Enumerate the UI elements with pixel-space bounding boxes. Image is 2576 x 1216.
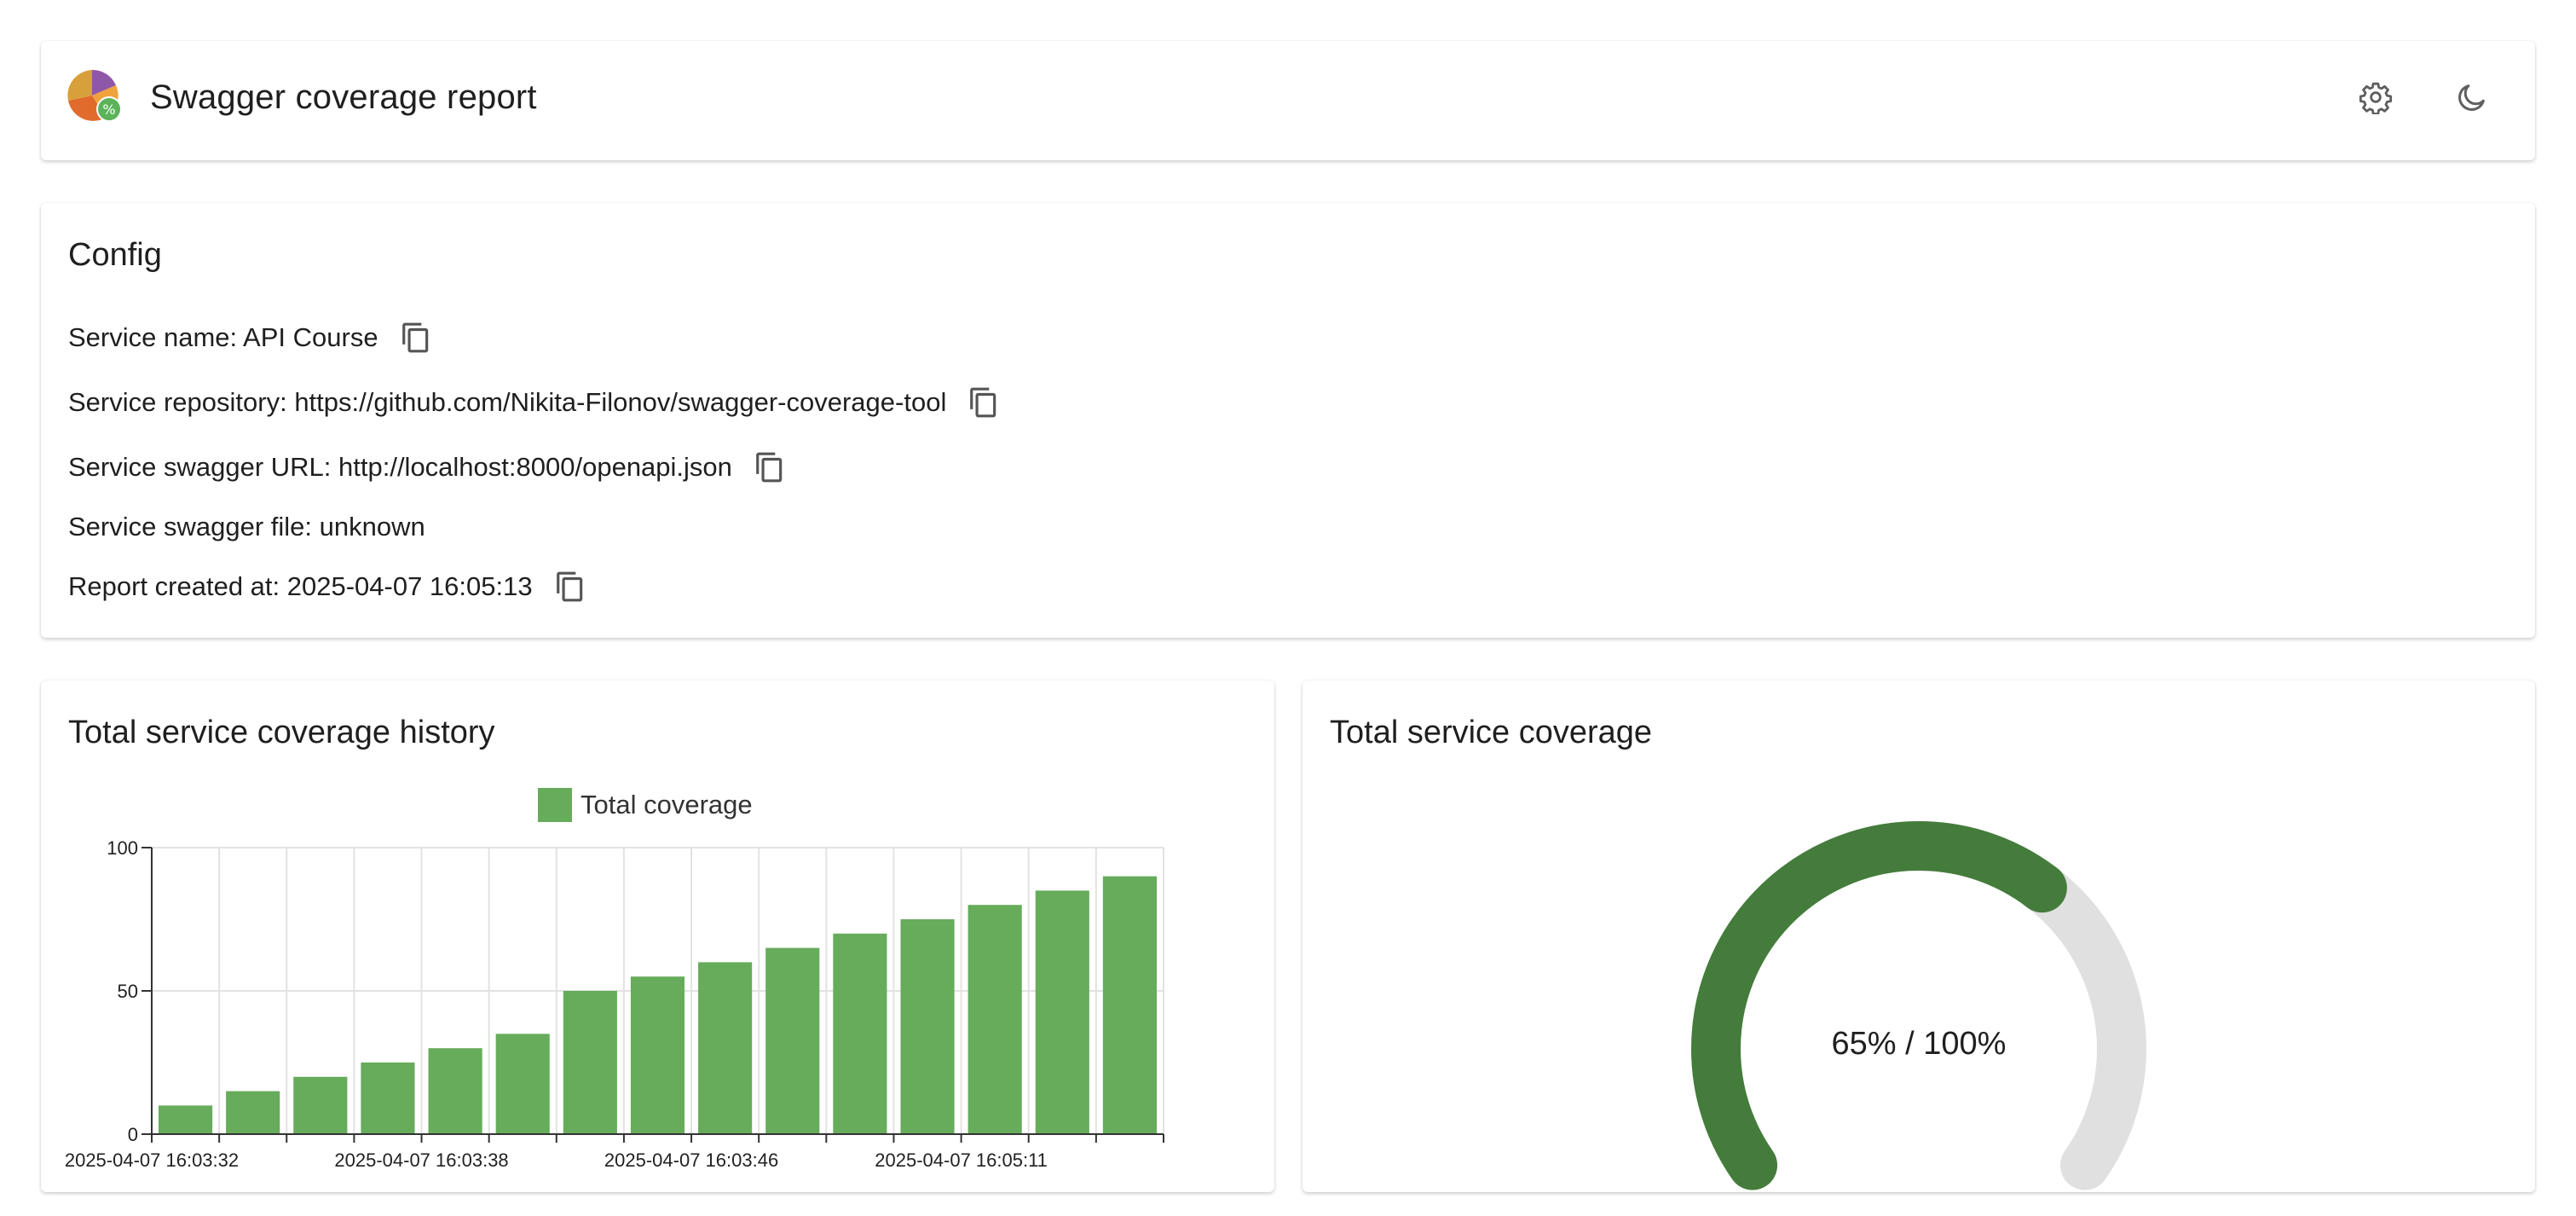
theme-toggle-button[interactable] xyxy=(2448,73,2496,121)
bar xyxy=(563,991,617,1134)
config-row-label: Report created at: 2025-04-07 16:05:13 xyxy=(68,571,533,601)
copy-button[interactable] xyxy=(553,568,587,605)
bar xyxy=(900,919,955,1134)
copy-button[interactable] xyxy=(753,449,787,486)
y-tick-label: 100 xyxy=(107,837,138,859)
bar xyxy=(833,933,887,1134)
bar xyxy=(226,1091,280,1134)
bar xyxy=(361,1063,415,1134)
x-tick-label: 2025-04-07 16:03:38 xyxy=(334,1149,508,1171)
app-logo-icon: % xyxy=(67,69,122,122)
config-row-swagger-file: Service swagger file: unknown xyxy=(68,507,425,547)
x-tick-label: 2025-04-07 16:03:46 xyxy=(604,1149,778,1171)
settings-button[interactable] xyxy=(2352,73,2400,121)
config-row-swagger-url: Service swagger URL: http://localhost:80… xyxy=(68,447,787,488)
config-title: Config xyxy=(68,237,162,273)
config-row-service-repository: Service repository: https://github.com/N… xyxy=(68,382,1001,423)
bar xyxy=(1035,890,1089,1134)
header-bar: % Swagger coverage report xyxy=(41,41,2535,160)
coverage-history-title: Total service coverage history xyxy=(68,715,495,750)
config-row-label: Service swagger URL: http://localhost:80… xyxy=(68,452,732,482)
gear-icon xyxy=(2359,82,2393,114)
config-card: Config Service name: API Course Service … xyxy=(41,203,2535,638)
bar xyxy=(698,962,753,1134)
copy-icon xyxy=(556,571,582,602)
legend-swatch xyxy=(538,788,572,822)
y-tick-label: 0 xyxy=(128,1124,138,1145)
x-tick-label: 2025-04-07 16:03:32 xyxy=(65,1149,239,1171)
legend-label: Total coverage xyxy=(580,790,753,819)
config-row-label: Service name: API Course xyxy=(68,322,378,352)
total-coverage-card: Total service coverage 65% / 100% xyxy=(1302,680,2535,1192)
config-row-label: Service swagger file: unknown xyxy=(68,512,425,541)
config-row-label: Service repository: https://github.com/N… xyxy=(68,387,947,417)
bar xyxy=(159,1105,213,1134)
config-row-report-created: Report created at: 2025-04-07 16:05:13 xyxy=(68,566,587,607)
copy-button[interactable] xyxy=(967,384,1001,421)
coverage-history-card: Total coverage 0 50 100 2025-04-07 16:03:32 2… xyxy=(41,680,1274,1192)
moon-icon xyxy=(2458,84,2485,111)
coverage-history-chart: Total coverage 0 50 100 2025-04-07 16:03:32 2… xyxy=(65,788,1164,1171)
gauge-value-arc xyxy=(1691,821,2067,1190)
bar xyxy=(1102,876,1157,1134)
copy-icon xyxy=(970,387,996,418)
chart-legend: Total coverage xyxy=(538,788,753,822)
bar xyxy=(495,1034,550,1134)
bar xyxy=(428,1048,482,1134)
bar xyxy=(765,947,820,1134)
total-coverage-title: Total service coverage xyxy=(1330,715,1653,750)
copy-icon xyxy=(401,322,428,353)
bar xyxy=(967,905,1022,1134)
gauge-value-label: 65% / 100% xyxy=(1831,1026,2007,1062)
x-tick-label: 2025-04-07 16:05:11 xyxy=(875,1149,1048,1171)
config-row-service-name: Service name: API Course xyxy=(68,317,433,358)
bar xyxy=(293,1076,348,1134)
coverage-gauge xyxy=(1691,821,2146,1190)
y-tick-label: 50 xyxy=(118,981,138,1002)
app-title: Swagger coverage report xyxy=(150,78,537,116)
copy-button[interactable] xyxy=(399,319,433,356)
copy-icon xyxy=(756,452,783,483)
bar xyxy=(630,976,685,1134)
svg-text:%: % xyxy=(102,101,115,118)
